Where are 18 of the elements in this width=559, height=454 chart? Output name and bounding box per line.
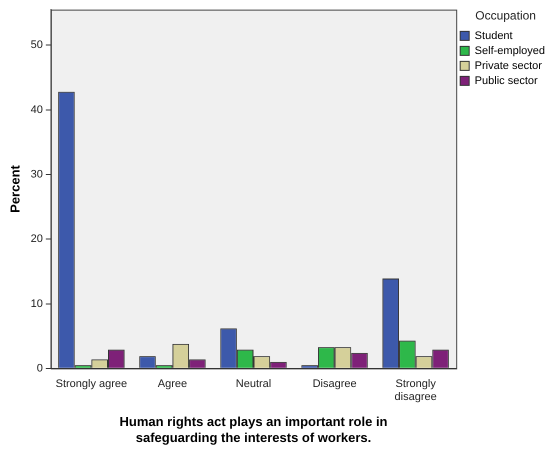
y-tick-label: 10 <box>30 298 43 310</box>
x-tick-label: Strongly agree <box>56 378 128 390</box>
x-tick-label: Neutral <box>236 378 272 390</box>
x-tick-label: Disagree <box>312 378 357 390</box>
y-tick-label: 30 <box>30 168 43 180</box>
y-tick-label: 40 <box>30 104 43 116</box>
legend-label: Private sector <box>474 60 542 72</box>
x-tick-label: Strongly disagree <box>394 378 437 404</box>
legend-label: Public sector <box>474 74 538 87</box>
legend-title: Occupation <box>475 8 536 22</box>
y-tick-label: 50 <box>30 39 43 52</box>
y-tick-label: 0 <box>36 362 43 374</box>
y-tick-label: 20 <box>30 233 43 246</box>
x-axis-title: Human rights act plays an important role in safeguarding the interests of workers. <box>120 414 388 445</box>
legend-label: Student <box>474 30 513 42</box>
legend-label: Self-employed <box>474 44 546 57</box>
y-axis-title: Percent <box>7 164 22 213</box>
x-tick-label: Agree <box>158 378 188 390</box>
